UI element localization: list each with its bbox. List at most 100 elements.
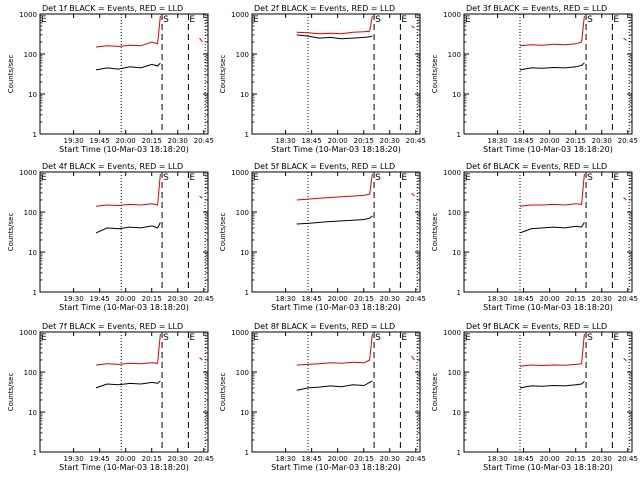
x-tick-label: 18:30 [276, 455, 296, 463]
y-tick-label: 1000 [19, 11, 37, 19]
x-axis-label: Start Time (10-Mar-03 18:18:20) [271, 303, 401, 312]
detector-panel-1: Det 1f BLACK = Events, RED = LLD Counts/s… [7, 4, 214, 154]
events-series-line [95, 62, 161, 71]
x-tick-label: 20:00 [540, 137, 560, 145]
y-axis-label: Counts/sec [431, 55, 439, 94]
x-tick-label: 18:30 [488, 137, 508, 145]
x-axis-label: Start Time (10-Mar-03 18:18:20) [59, 463, 189, 472]
x-tick-label: 19:30 [64, 295, 84, 303]
x-tick-label: 20:30 [380, 455, 400, 463]
x-tick-label: 20:30 [168, 295, 188, 303]
end-marker-label: E [41, 15, 47, 25]
y-tick-label: 100 [24, 369, 37, 377]
x-tick-label: 20:00 [328, 455, 348, 463]
lld-series-line [296, 333, 415, 366]
x-axis-label: Start Time (10-Mar-03 18:18:20) [271, 145, 401, 154]
x-tick-label: 20:00 [328, 295, 348, 303]
end-marker-label: E [465, 333, 471, 343]
y-tick-label: 100 [448, 369, 461, 377]
lld-series-line [519, 173, 627, 207]
x-tick-label: 18:45 [514, 295, 534, 303]
x-tick-label: 20:30 [592, 455, 612, 463]
end-marker-label: E [613, 333, 619, 343]
y-tick-label: 1 [457, 131, 461, 139]
plot-frame [463, 13, 633, 135]
x-tick-label: 20:45 [406, 295, 426, 303]
x-tick-label: 20:00 [116, 137, 136, 145]
y-tick-label: 1000 [443, 329, 461, 337]
y-tick-label: 10 [240, 409, 249, 417]
start-marker-label: S [587, 333, 593, 343]
y-tick-label: 1 [33, 131, 37, 139]
y-tick-label: 1000 [19, 329, 37, 337]
detector-panel-4: Det 4f BLACK = Events, RED = LLD Counts/s… [7, 162, 214, 312]
plot-frame [463, 171, 633, 293]
y-tick-label: 1 [457, 289, 461, 297]
x-tick-label: 19:30 [64, 455, 84, 463]
y-tick-label: 1 [33, 449, 37, 457]
y-tick-label: 10 [452, 409, 461, 417]
x-tick-label: 20:45 [194, 137, 214, 145]
x-tick-label: 20:45 [194, 295, 214, 303]
y-tick-label: 1 [245, 131, 249, 139]
start-marker-label: S [163, 173, 169, 183]
y-tick-label: 1000 [231, 11, 249, 19]
lld-series-line [95, 333, 203, 366]
detector-panel-9: Det 9f BLACK = Events, RED = LLD Counts/s… [431, 322, 638, 472]
panel-title: Det 2f BLACK = Events, RED = LLD [254, 4, 395, 13]
detector-panel-3: Det 3f BLACK = Events, RED = LLD Counts/s… [431, 4, 638, 154]
x-tick-label: 20:15 [354, 137, 374, 145]
x-tick-label: 20:00 [540, 455, 560, 463]
x-tick-label: 18:45 [302, 137, 322, 145]
events-series-line [296, 380, 373, 391]
x-axis-label: Start Time (10-Mar-03 18:18:20) [483, 303, 613, 312]
end-marker-label: E [253, 173, 259, 183]
plot-frame [251, 331, 421, 453]
y-tick-label: 1000 [443, 11, 461, 19]
panel-title: Det 5f BLACK = Events, RED = LLD [254, 162, 395, 171]
plot-frame [251, 171, 421, 293]
start-marker-label: S [587, 15, 593, 25]
detector-panel-6: Det 6f BLACK = Events, RED = LLD Counts/s… [431, 162, 638, 312]
panel-title: Det 8f BLACK = Events, RED = LLD [254, 322, 395, 331]
plot-frame [463, 331, 633, 453]
x-tick-label: 19:30 [64, 137, 84, 145]
detector-panel-5: Det 5f BLACK = Events, RED = LLD Counts/s… [219, 162, 426, 312]
panel-title: Det 3f BLACK = Events, RED = LLD [466, 4, 607, 13]
start-marker-label: S [163, 333, 169, 343]
end-marker-label: E [253, 15, 259, 25]
x-axis-label: Start Time (10-Mar-03 18:18:20) [483, 463, 613, 472]
y-tick-label: 1000 [231, 329, 249, 337]
end-marker-label: E [41, 173, 47, 183]
end-marker-label: E [189, 15, 195, 25]
x-tick-label: 20:30 [592, 295, 612, 303]
x-tick-label: 18:30 [276, 137, 296, 145]
x-axis-label: Start Time (10-Mar-03 18:18:20) [59, 145, 189, 154]
x-tick-label: 19:45 [90, 295, 110, 303]
x-tick-label: 20:00 [116, 295, 136, 303]
start-marker-label: S [375, 15, 381, 25]
end-marker-label: E [465, 173, 471, 183]
lld-series-line [519, 333, 627, 367]
y-axis-label: Counts/sec [7, 373, 15, 412]
events-series-line [95, 222, 161, 234]
y-tick-label: 100 [24, 51, 37, 59]
x-tick-label: 20:15 [354, 295, 374, 303]
x-tick-label: 18:45 [514, 137, 534, 145]
x-tick-label: 18:30 [488, 455, 508, 463]
y-tick-label: 10 [240, 249, 249, 257]
x-tick-label: 19:45 [90, 455, 110, 463]
plot-frame [39, 13, 209, 135]
y-tick-label: 1 [245, 289, 249, 297]
start-marker-label: S [375, 333, 381, 343]
x-tick-label: 19:45 [90, 137, 110, 145]
end-marker-label: E [613, 173, 619, 183]
x-tick-label: 20:45 [406, 137, 426, 145]
events-series-line [519, 62, 585, 71]
y-axis-label: Counts/sec [431, 373, 439, 412]
y-tick-label: 100 [236, 369, 249, 377]
x-axis-label: Start Time (10-Mar-03 18:18:20) [483, 145, 613, 154]
x-tick-label: 20:15 [566, 137, 586, 145]
y-tick-label: 1000 [443, 169, 461, 177]
